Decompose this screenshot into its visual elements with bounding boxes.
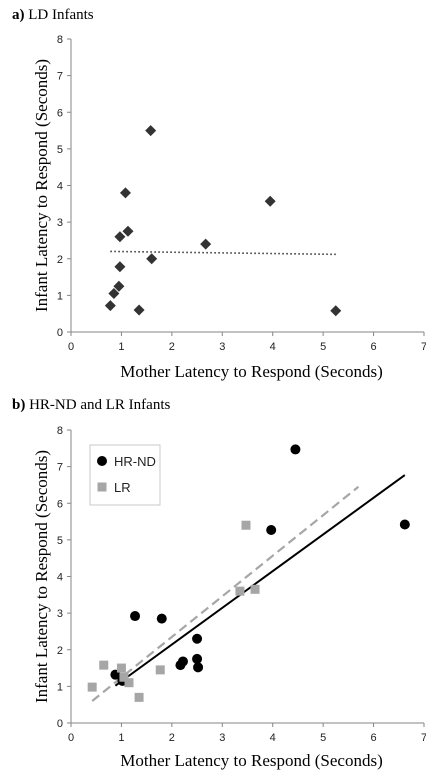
trendline-lr	[91, 485, 360, 702]
y-axis-title: Infant Latency to Respond (Seconds)	[32, 59, 51, 312]
chart-hrnd-lr-infants: 0 1 2 3 4 5 6 7 0 1 2 3 4 5 6 7 8 Mother Latency to Respo…	[32, 425, 426, 770]
data-point	[119, 187, 131, 199]
data-point	[108, 288, 120, 300]
panel-a-title: a) LD Infants	[12, 7, 94, 24]
y-tick-label: 7	[57, 71, 63, 83]
x-tick-label: 0	[68, 341, 74, 353]
x-tick-label: 3	[219, 341, 225, 353]
panel-b-title-text: HR-ND and LR Infants	[29, 397, 171, 413]
x-tick-label: 6	[371, 732, 377, 744]
data-point	[200, 238, 212, 250]
x-tick-label: 1	[118, 341, 124, 353]
x-tick-label: 0	[68, 732, 74, 744]
legend-box	[89, 444, 161, 506]
trendline-hr-nd	[114, 474, 406, 687]
panel-b-label: b)	[12, 397, 26, 413]
y-tick-label: 8	[57, 425, 63, 437]
data-point-lr	[124, 678, 134, 688]
data-point-lr	[99, 660, 109, 670]
y-tick-label: 4	[57, 572, 63, 584]
data-point-lr	[235, 586, 245, 596]
y-tick-label: 5	[57, 535, 63, 547]
data-point-lr	[116, 663, 126, 673]
y-tick-label: 0	[57, 327, 63, 339]
data-point-lr	[119, 672, 129, 682]
x-tick-label: 4	[270, 341, 276, 353]
data-point-lr	[250, 584, 260, 594]
data-point-hr-nd	[290, 444, 301, 455]
x-tick-label: 4	[270, 732, 276, 744]
y-tick-label: 6	[57, 498, 63, 510]
data-point-hr-nd	[399, 519, 410, 530]
data-point-hr-nd	[193, 662, 204, 673]
x-tick-label: 6	[371, 341, 377, 353]
legend-label-hr-nd: HR-ND	[114, 454, 156, 469]
legend-label-lr: LR	[114, 480, 131, 495]
data-point-lr	[134, 692, 144, 702]
data-point-lr	[155, 665, 165, 675]
x-axis-title: Mother Latency to Respond (Seconds)	[120, 362, 383, 381]
x-tick-label: 7	[421, 732, 426, 744]
data-point-hr-nd	[130, 611, 141, 622]
y-tick-label: 3	[57, 217, 63, 229]
x-tick-label: 5	[320, 732, 326, 744]
y-tick-label: 5	[57, 144, 63, 156]
trendline	[110, 250, 336, 256]
x-tick-label: 2	[169, 732, 175, 744]
y-tick-label: 7	[57, 462, 63, 474]
data-point-lr	[87, 682, 97, 692]
x-tick-label: 1	[118, 732, 124, 744]
x-tick-label: 2	[169, 341, 175, 353]
data-point	[264, 195, 276, 207]
panel-a-label: a)	[12, 7, 25, 23]
x-tick-label: 5	[320, 341, 326, 353]
panel-a-title-text: LD Infants	[28, 7, 94, 23]
data-point-hr-nd	[177, 656, 188, 667]
data-point-hr-nd	[156, 613, 167, 624]
y-axis-title: Infant Latency to Respond (Seconds)	[32, 450, 51, 703]
data-point	[104, 300, 116, 312]
data-point-lr	[241, 520, 251, 530]
panel-b-title: b) HR-ND and LR Infants	[12, 397, 170, 414]
data-point	[146, 253, 158, 265]
data-point-hr-nd	[192, 633, 203, 644]
y-tick-label: 0	[57, 718, 63, 730]
y-tick-label: 4	[57, 181, 63, 193]
legend-marker-lr	[97, 482, 107, 492]
x-axis-title: Mother Latency to Respond (Seconds)	[120, 751, 383, 770]
legend-marker-hr-nd	[97, 456, 107, 466]
y-tick-label: 2	[57, 254, 63, 266]
chart-ld-infants: 0 1 2 3 4 5 6 7 0 1 2 3 4 5 6 7 8 Mother Latency to Respo…	[32, 34, 426, 381]
y-tick-label: 6	[57, 107, 63, 119]
data-point	[145, 125, 157, 137]
x-tick-label: 7	[421, 341, 426, 353]
data-point	[114, 261, 126, 273]
data-point	[330, 305, 342, 317]
y-tick-label: 1	[57, 290, 63, 302]
y-tick-label: 1	[57, 681, 63, 693]
x-tick-label: 3	[219, 732, 225, 744]
data-point	[114, 231, 126, 243]
data-point	[113, 280, 125, 292]
y-tick-label: 3	[57, 608, 63, 620]
data-point	[122, 225, 134, 237]
data-point-hr-nd	[192, 653, 203, 664]
y-tick-label: 8	[57, 34, 63, 46]
data-point	[133, 304, 145, 316]
y-tick-label: 2	[57, 645, 63, 657]
data-point-hr-nd	[266, 524, 277, 535]
